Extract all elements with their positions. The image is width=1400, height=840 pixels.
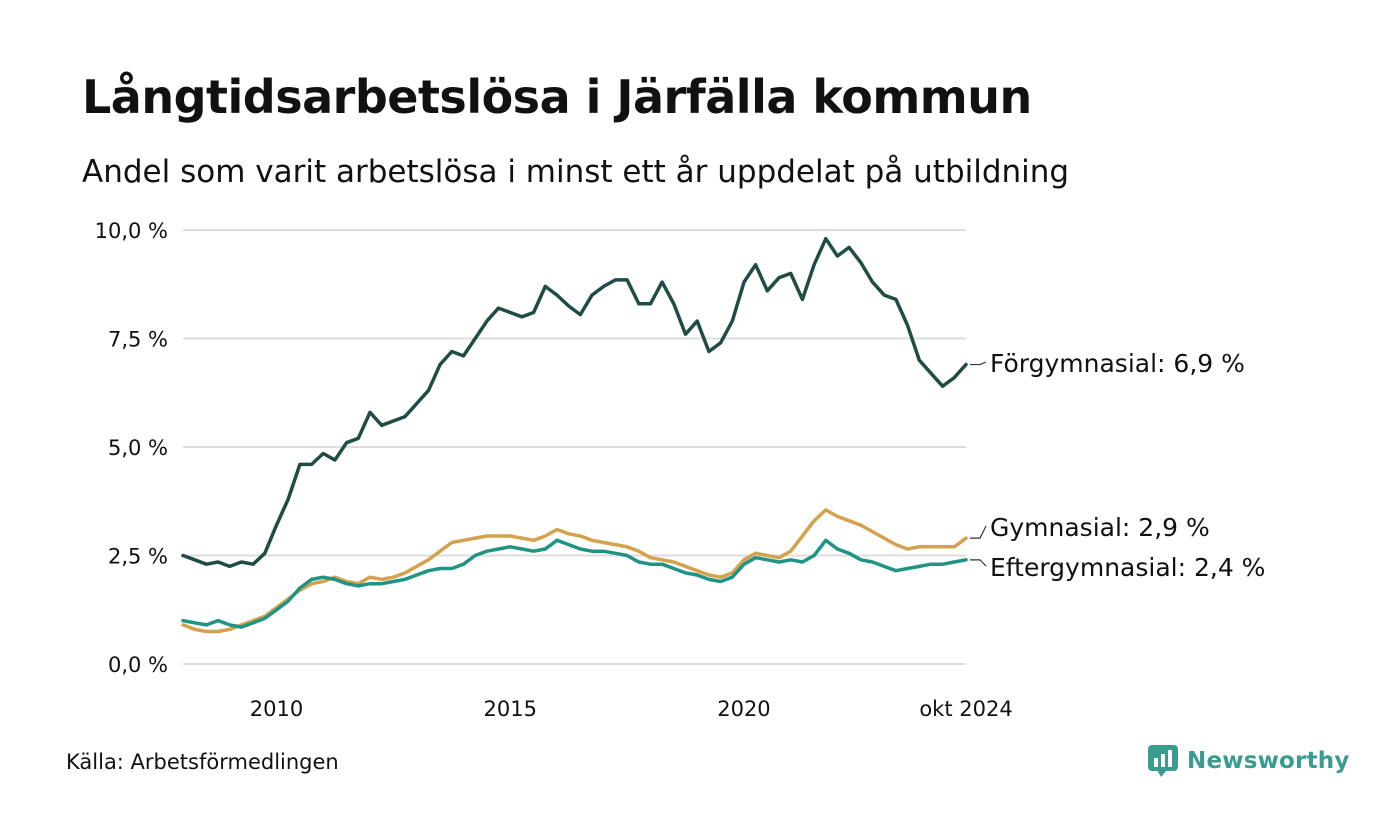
grid-lines	[183, 229, 966, 665]
series-lines	[181, 236, 968, 634]
brand-name: Newsworthy	[1187, 748, 1350, 774]
series-end-labels: Förgymnasial: 6,9 % Gymnasial: 2,9 % Efter…	[970, 349, 1265, 582]
label-leader-eftergymnasial	[970, 559, 987, 567]
x-axis-labels: 2010 2015 2020 okt 2024	[250, 697, 1013, 721]
y-tick-label: 7,5 %	[108, 328, 168, 352]
chart-subtitle: Andel som varit arbetslösa i minst ett å…	[82, 154, 1070, 190]
x-tick-label: okt 2024	[919, 697, 1012, 721]
y-tick-label: 10,0 %	[95, 219, 168, 243]
label-leader-gymnasial	[970, 525, 987, 539]
series-end-label-eftergymnasial: Eftergymnasial: 2,4 %	[990, 553, 1265, 582]
series-line-eftergymnasial	[181, 538, 968, 629]
y-tick-label: 2,5 %	[108, 545, 168, 569]
series-end-label-gymnasial: Gymnasial: 2,9 %	[990, 513, 1210, 542]
series-end-label-forgymnasial: Förgymnasial: 6,9 %	[990, 349, 1245, 378]
chart-title: Långtidsarbetslösa i Järfälla kommun	[82, 70, 1032, 124]
x-tick-label: 2020	[717, 697, 770, 721]
label-leader-forgymnasial	[970, 361, 987, 366]
series-line-forgymnasial	[181, 236, 968, 569]
newsworthy-logo: Newsworthy	[1147, 744, 1350, 778]
source-note: Källa: Arbetsförmedlingen	[66, 750, 339, 774]
series-line-gymnasial	[181, 508, 968, 634]
y-axis-labels: 0,0 % 2,5 % 5,0 % 7,5 % 10,0 %	[95, 219, 168, 677]
x-tick-label: 2015	[483, 697, 536, 721]
y-tick-label: 0,0 %	[108, 653, 168, 677]
x-tick-label: 2010	[250, 697, 303, 721]
bar-chart-speech-icon	[1148, 745, 1178, 777]
y-tick-label: 5,0 %	[108, 436, 168, 460]
